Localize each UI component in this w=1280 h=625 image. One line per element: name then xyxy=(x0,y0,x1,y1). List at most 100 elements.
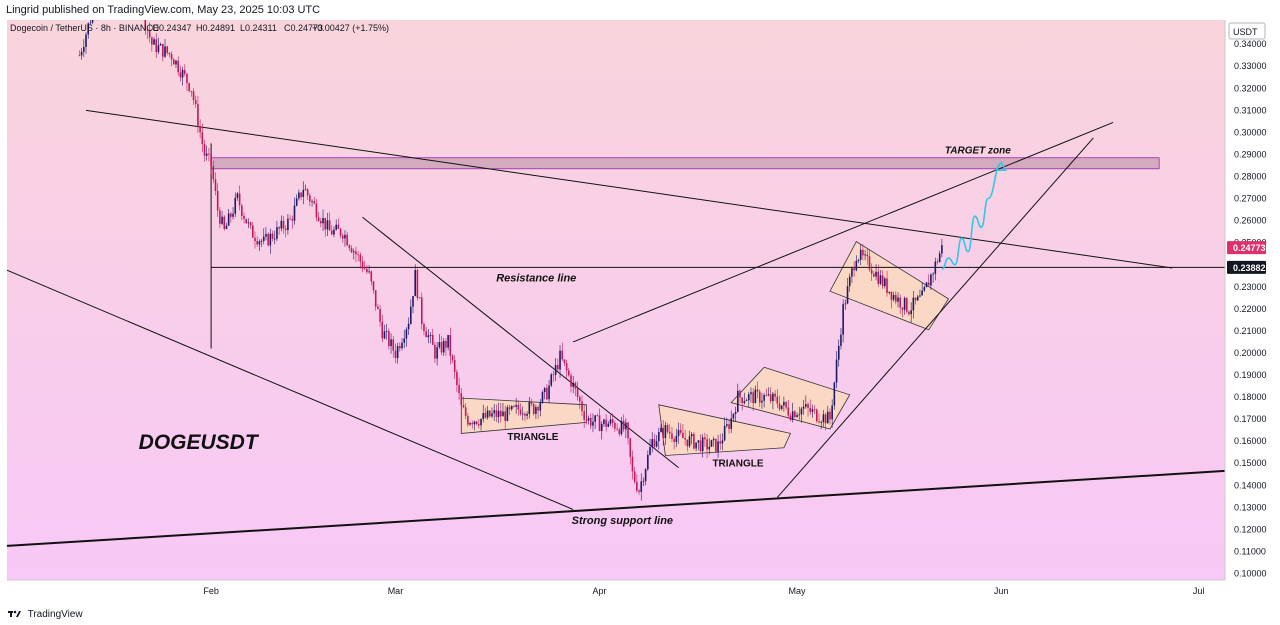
candle-body xyxy=(603,419,605,424)
candle-body xyxy=(429,334,432,336)
candle-body xyxy=(563,359,566,363)
candle-body xyxy=(927,282,930,286)
candle-body xyxy=(589,417,592,426)
candle-body xyxy=(287,218,289,231)
candle-body xyxy=(605,419,607,427)
candle-body xyxy=(938,253,941,263)
candle-body xyxy=(583,411,585,420)
candle-body xyxy=(326,220,329,230)
candle-body xyxy=(238,193,241,206)
candle-body xyxy=(254,237,256,242)
candle-body xyxy=(726,424,728,426)
candle-body xyxy=(359,254,362,262)
candle-body xyxy=(728,424,730,429)
candle-body xyxy=(925,282,928,288)
candle-body xyxy=(445,340,447,348)
flag-1-shape xyxy=(730,366,851,430)
candle-body xyxy=(374,290,377,307)
time-axis[interactable] xyxy=(7,580,1225,605)
candle-body xyxy=(497,410,500,417)
candle-body xyxy=(315,203,318,218)
candle-body xyxy=(462,405,465,408)
candle-body xyxy=(557,365,559,370)
price-axis[interactable] xyxy=(1225,20,1280,605)
candle-body xyxy=(816,409,818,422)
candle-body xyxy=(458,385,460,394)
candle-body xyxy=(289,218,291,220)
candle-body xyxy=(934,261,937,274)
candle-body xyxy=(855,260,858,271)
candle-body xyxy=(355,251,357,255)
candle-body xyxy=(172,59,175,65)
candle-body xyxy=(640,481,643,492)
chart-svg[interactable]: TARGET zone Resistance line Strong support… xyxy=(0,0,1280,605)
candle-body xyxy=(761,400,763,403)
candle-body xyxy=(708,446,711,450)
candle-body xyxy=(866,254,869,257)
publisher-text: Lingrid published on TradingView.com, Ma… xyxy=(6,4,321,16)
candle-body xyxy=(905,297,908,312)
candle-body xyxy=(258,241,261,245)
candle-body xyxy=(282,220,285,229)
candle-body xyxy=(550,374,553,386)
candle-body xyxy=(886,278,888,293)
candle-body xyxy=(440,342,443,353)
candle-body xyxy=(879,275,882,284)
currency-badge[interactable] xyxy=(1228,22,1266,40)
candle-body xyxy=(916,296,919,301)
candle-body xyxy=(787,407,790,416)
candle-body xyxy=(348,245,351,249)
candle-body xyxy=(528,401,531,414)
candle-body xyxy=(820,422,822,423)
ohlc-low: L0.24311 xyxy=(240,23,277,33)
candle-body xyxy=(230,213,232,217)
candle-body xyxy=(581,401,583,412)
candle-body xyxy=(221,216,223,224)
level-price-label: 0.23882 xyxy=(1233,263,1266,273)
candle-body xyxy=(416,270,419,298)
chart-area[interactable]: TARGET zone Resistance line Strong support… xyxy=(0,0,1280,605)
candle-body xyxy=(399,346,401,349)
candle-body xyxy=(269,233,272,246)
candle-body xyxy=(469,423,471,425)
y-tick-label: 0.10000 xyxy=(1234,568,1267,578)
candle-body xyxy=(208,153,210,155)
y-tick-label: 0.17000 xyxy=(1234,414,1267,424)
candle-body xyxy=(706,439,708,450)
candle-body xyxy=(662,427,664,439)
candle-body xyxy=(405,329,408,339)
candle-body xyxy=(611,419,614,423)
candle-body xyxy=(704,437,706,440)
candle-body xyxy=(859,249,862,260)
triangle-label-1: TRIANGLE xyxy=(507,432,558,443)
candle-body xyxy=(715,438,717,452)
candle-body xyxy=(388,331,390,347)
candle-body xyxy=(447,334,449,348)
candle-body xyxy=(875,271,877,277)
publisher-header: Lingrid published on TradingView.com, Ma… xyxy=(0,0,1280,20)
y-tick-label: 0.13000 xyxy=(1234,502,1267,512)
candle-body xyxy=(649,447,651,455)
candle-body xyxy=(798,414,801,416)
candle-body xyxy=(515,404,517,407)
y-tick-label: 0.21000 xyxy=(1234,326,1267,336)
candle-body xyxy=(576,388,579,397)
candle-body xyxy=(212,166,215,180)
candle-body xyxy=(302,189,305,197)
candle-body xyxy=(780,405,783,409)
candle-body xyxy=(390,339,392,347)
candle-body xyxy=(826,411,829,424)
candle-body xyxy=(930,274,932,286)
candle-body xyxy=(592,421,594,426)
candle-body xyxy=(337,224,340,229)
candle-body xyxy=(401,342,403,349)
candle-body xyxy=(853,268,855,271)
candle-body xyxy=(168,52,171,55)
candle-body xyxy=(396,346,399,359)
candle-body xyxy=(453,359,456,372)
annotations: TARGET zone Resistance line Strong support… xyxy=(139,145,1012,527)
candle-body xyxy=(857,259,860,261)
candle-body xyxy=(146,29,149,31)
candle-body xyxy=(570,375,572,387)
ohlc-close: C0.24773 xyxy=(284,23,323,33)
